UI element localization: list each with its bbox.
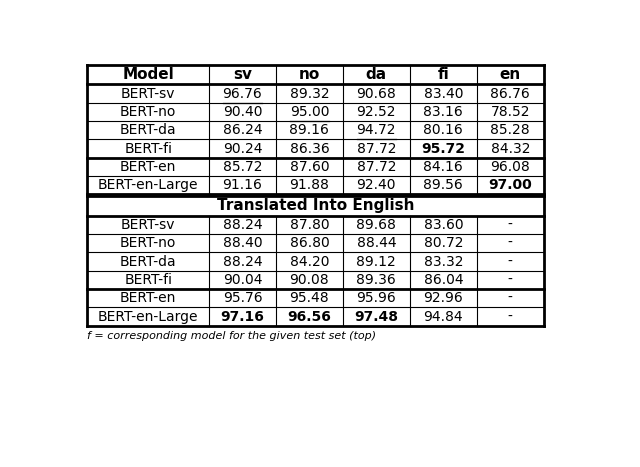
Text: 95.96: 95.96 (356, 291, 396, 305)
Text: BERT-sv: BERT-sv (121, 86, 175, 100)
Text: 92.96: 92.96 (424, 291, 463, 305)
Text: BERT-en-Large: BERT-en-Large (98, 178, 198, 192)
Text: 97.16: 97.16 (221, 310, 264, 324)
Text: BERT-en: BERT-en (120, 291, 177, 305)
Text: 97.00: 97.00 (488, 178, 532, 192)
Text: 92.40: 92.40 (356, 178, 396, 192)
Text: 96.76: 96.76 (223, 86, 262, 100)
Text: 87.72: 87.72 (356, 142, 396, 156)
Text: 95.00: 95.00 (290, 105, 329, 119)
Text: 87.80: 87.80 (289, 218, 329, 232)
Text: 78.52: 78.52 (490, 105, 530, 119)
Text: 80.72: 80.72 (424, 236, 463, 250)
Text: 89.12: 89.12 (356, 255, 396, 269)
Text: BERT-no: BERT-no (120, 236, 177, 250)
Text: 86.80: 86.80 (289, 236, 329, 250)
Text: 89.56: 89.56 (424, 178, 463, 192)
Text: 83.60: 83.60 (424, 218, 463, 232)
Text: BERT-sv: BERT-sv (121, 218, 175, 232)
Text: 95.48: 95.48 (289, 291, 329, 305)
Text: 84.20: 84.20 (290, 255, 329, 269)
Text: f = corresponding model for the given test set (top): f = corresponding model for the given te… (88, 331, 376, 341)
Text: -: - (508, 273, 513, 287)
Text: no: no (299, 67, 320, 82)
Text: 85.28: 85.28 (490, 123, 530, 137)
Text: 90.08: 90.08 (289, 273, 329, 287)
Text: 87.60: 87.60 (289, 160, 329, 174)
Text: 88.24: 88.24 (223, 218, 262, 232)
Text: BERT-da: BERT-da (120, 123, 177, 137)
Text: 96.56: 96.56 (287, 310, 332, 324)
Text: -: - (508, 218, 513, 232)
Text: 95.76: 95.76 (223, 291, 262, 305)
Text: BERT-da: BERT-da (120, 255, 177, 269)
Text: sv: sv (233, 67, 252, 82)
Text: -: - (508, 236, 513, 250)
Text: 88.44: 88.44 (356, 236, 396, 250)
Text: BERT-no: BERT-no (120, 105, 177, 119)
Text: 89.68: 89.68 (356, 218, 396, 232)
Text: 91.16: 91.16 (223, 178, 262, 192)
Text: 88.40: 88.40 (223, 236, 262, 250)
Text: 89.36: 89.36 (356, 273, 396, 287)
Text: 90.24: 90.24 (223, 142, 262, 156)
Text: 86.24: 86.24 (223, 123, 262, 137)
Text: 86.04: 86.04 (424, 273, 463, 287)
Text: -: - (508, 310, 513, 324)
Text: 89.16: 89.16 (289, 123, 330, 137)
Text: en: en (500, 67, 521, 82)
Text: 84.16: 84.16 (424, 160, 463, 174)
Text: 90.40: 90.40 (223, 105, 262, 119)
Text: 80.16: 80.16 (424, 123, 463, 137)
Text: BERT-fi: BERT-fi (124, 273, 172, 287)
Text: BERT-fi: BERT-fi (124, 142, 172, 156)
Text: -: - (508, 255, 513, 269)
Text: Model: Model (122, 67, 174, 82)
Text: BERT-en: BERT-en (120, 160, 177, 174)
Text: 94.72: 94.72 (356, 123, 396, 137)
Text: 96.08: 96.08 (490, 160, 530, 174)
Text: 83.32: 83.32 (424, 255, 463, 269)
Text: 95.72: 95.72 (421, 142, 465, 156)
Text: 92.52: 92.52 (356, 105, 396, 119)
Text: 87.72: 87.72 (356, 160, 396, 174)
Text: 89.32: 89.32 (289, 86, 329, 100)
Text: 97.48: 97.48 (355, 310, 398, 324)
Text: 83.40: 83.40 (424, 86, 463, 100)
Text: 88.24: 88.24 (223, 255, 262, 269)
Text: 94.84: 94.84 (424, 310, 463, 324)
Text: 84.32: 84.32 (490, 142, 530, 156)
Text: 90.04: 90.04 (223, 273, 262, 287)
Text: 86.76: 86.76 (490, 86, 530, 100)
Text: fi: fi (438, 67, 449, 82)
Text: 91.88: 91.88 (289, 178, 330, 192)
Text: 83.16: 83.16 (424, 105, 463, 119)
Text: -: - (508, 291, 513, 305)
Text: 85.72: 85.72 (223, 160, 262, 174)
Text: 86.36: 86.36 (289, 142, 329, 156)
Text: Translated Into English: Translated Into English (217, 198, 414, 213)
Text: da: da (366, 67, 387, 82)
Text: BERT-en-Large: BERT-en-Large (98, 310, 198, 324)
Text: 90.68: 90.68 (356, 86, 396, 100)
